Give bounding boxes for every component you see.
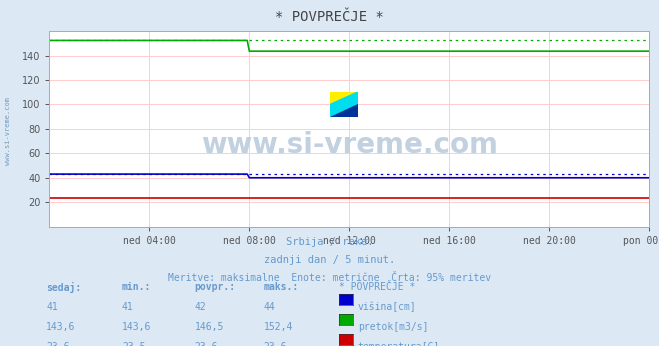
Text: temperatura[C]: temperatura[C] (358, 342, 440, 346)
Polygon shape (330, 92, 358, 117)
Text: 23,6: 23,6 (264, 342, 287, 346)
Text: 42: 42 (194, 302, 206, 312)
Polygon shape (330, 104, 358, 117)
Text: višina[cm]: višina[cm] (358, 302, 416, 312)
Text: 143,6: 143,6 (122, 322, 152, 332)
Text: 41: 41 (122, 302, 134, 312)
Text: * POVPREČJE *: * POVPREČJE * (275, 10, 384, 24)
Text: 23,6: 23,6 (46, 342, 70, 346)
Text: povpr.:: povpr.: (194, 282, 235, 292)
Polygon shape (330, 92, 358, 104)
Text: www.si-vreme.com: www.si-vreme.com (5, 98, 11, 165)
Text: * POVPREČJE *: * POVPREČJE * (339, 282, 416, 292)
Text: maks.:: maks.: (264, 282, 299, 292)
Text: zadnji dan / 5 minut.: zadnji dan / 5 minut. (264, 255, 395, 265)
Text: sedaj:: sedaj: (46, 282, 81, 293)
Text: 23,5: 23,5 (122, 342, 146, 346)
Text: 41: 41 (46, 302, 58, 312)
Text: 143,6: 143,6 (46, 322, 76, 332)
Text: pretok[m3/s]: pretok[m3/s] (358, 322, 428, 332)
Text: Meritve: maksimalne  Enote: metrične  Črta: 95% meritev: Meritve: maksimalne Enote: metrične Črta… (168, 273, 491, 283)
Text: min.:: min.: (122, 282, 152, 292)
Text: 23,6: 23,6 (194, 342, 218, 346)
Text: Srbija / reke.: Srbija / reke. (286, 237, 373, 247)
Text: 44: 44 (264, 302, 275, 312)
Text: 146,5: 146,5 (194, 322, 224, 332)
Text: www.si-vreme.com: www.si-vreme.com (201, 130, 498, 158)
Text: 152,4: 152,4 (264, 322, 293, 332)
